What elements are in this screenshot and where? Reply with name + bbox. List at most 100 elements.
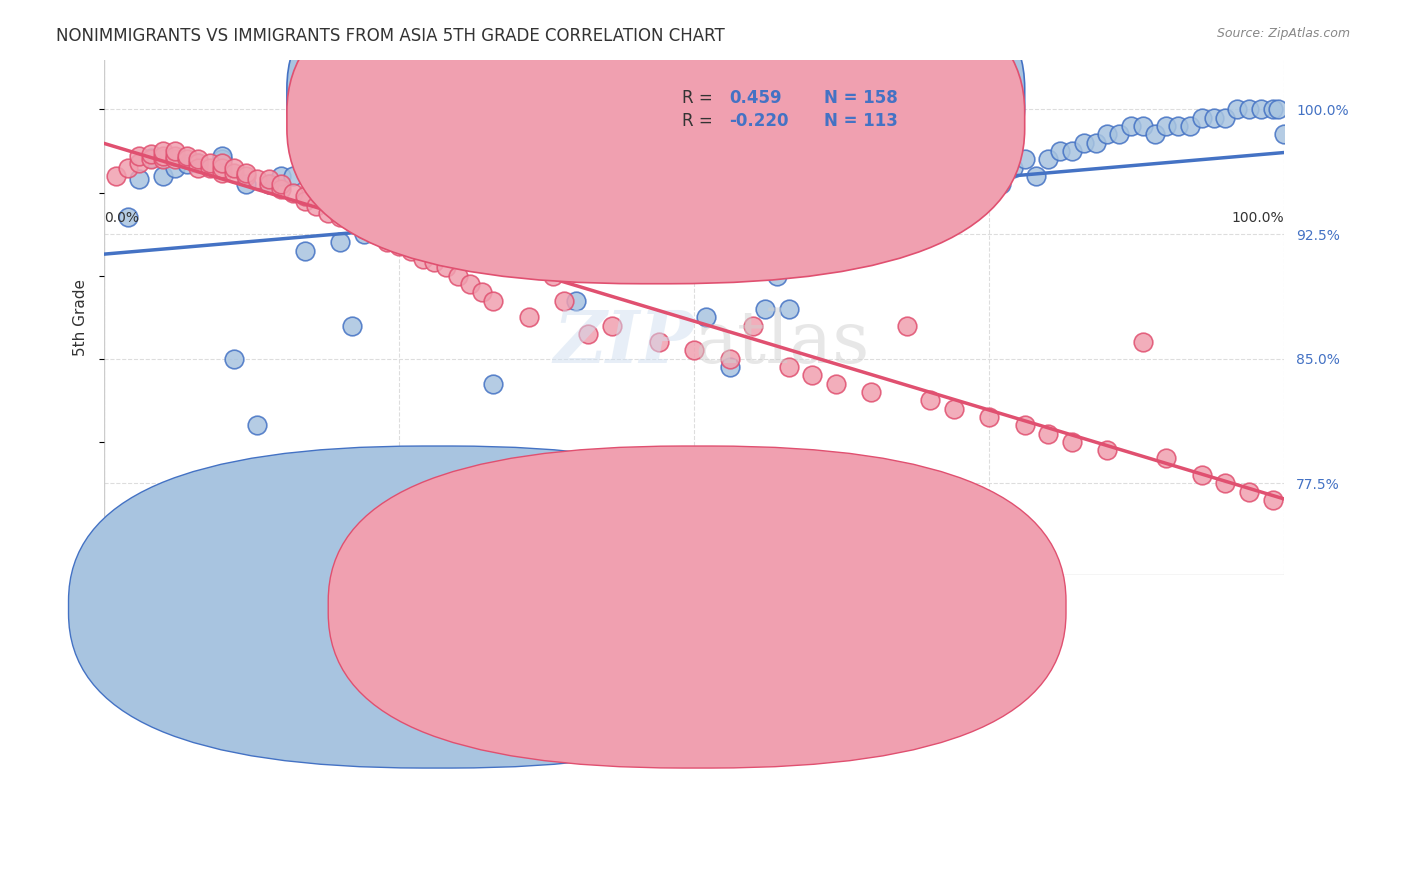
Point	[294, 189, 316, 203]
Point	[152, 153, 174, 167]
Point	[1108, 128, 1130, 142]
Point	[718, 360, 741, 375]
Point	[399, 244, 422, 258]
Point	[375, 235, 398, 250]
Point	[1132, 119, 1154, 133]
Point	[128, 155, 150, 169]
Point	[848, 211, 870, 225]
Point	[1097, 443, 1119, 458]
Point	[281, 169, 304, 183]
Text: -0.220: -0.220	[730, 112, 789, 130]
FancyBboxPatch shape	[69, 446, 806, 768]
Point	[388, 239, 411, 253]
Point	[1191, 111, 1213, 125]
Point	[813, 178, 835, 192]
Point	[553, 169, 575, 183]
Point	[1025, 169, 1047, 183]
Point	[1156, 119, 1178, 133]
Text: R =: R =	[682, 112, 713, 130]
Point	[942, 401, 965, 416]
Point	[541, 268, 564, 283]
Point	[600, 318, 623, 333]
Point	[222, 166, 245, 180]
Point	[364, 227, 387, 241]
Point	[141, 153, 163, 167]
Point	[176, 149, 198, 163]
Point	[388, 219, 411, 233]
Point	[1191, 468, 1213, 483]
Point	[329, 211, 352, 225]
Point	[128, 172, 150, 186]
Point	[163, 149, 186, 163]
Point	[434, 260, 457, 275]
Point	[1250, 103, 1272, 117]
Point	[1274, 128, 1296, 142]
Point	[801, 368, 824, 383]
FancyBboxPatch shape	[287, 0, 1025, 260]
Point	[1261, 103, 1284, 117]
Point	[920, 393, 942, 408]
Text: Nonimmigrants: Nonimmigrants	[494, 606, 612, 621]
Point	[211, 149, 233, 163]
Point	[624, 244, 647, 258]
Point	[399, 194, 422, 208]
Text: R =: R =	[682, 89, 713, 107]
Point	[1215, 111, 1237, 125]
Text: ZIP: ZIP	[554, 308, 695, 378]
Point	[494, 227, 516, 241]
Point	[187, 155, 209, 169]
Text: 0.0%: 0.0%	[104, 211, 139, 225]
Point	[920, 194, 942, 208]
Point	[636, 194, 658, 208]
Y-axis label: 5th Grade: 5th Grade	[73, 278, 89, 356]
Point	[163, 153, 186, 167]
Point	[778, 301, 800, 316]
Point	[789, 227, 811, 241]
Point	[754, 301, 776, 316]
Point	[329, 235, 352, 250]
Point	[506, 186, 529, 200]
Point	[176, 157, 198, 171]
Point	[612, 235, 634, 250]
Point	[482, 376, 505, 391]
Point	[683, 343, 706, 358]
Text: 0.459: 0.459	[730, 89, 782, 107]
Point	[141, 147, 163, 161]
Point	[979, 169, 1001, 183]
Point	[187, 153, 209, 167]
Point	[942, 169, 965, 183]
Point	[517, 310, 540, 325]
Point	[434, 194, 457, 208]
Point	[541, 194, 564, 208]
Point	[353, 227, 375, 241]
Point	[1261, 493, 1284, 508]
Point	[1226, 103, 1249, 117]
Point	[860, 384, 883, 399]
Point	[257, 178, 280, 192]
Point	[517, 202, 540, 217]
Point	[896, 318, 918, 333]
Point	[211, 155, 233, 169]
Point	[340, 215, 363, 229]
Point	[1073, 136, 1095, 150]
Point	[458, 277, 481, 291]
Point	[907, 194, 929, 208]
Point	[683, 252, 706, 266]
Point	[1237, 103, 1260, 117]
Point	[1237, 484, 1260, 499]
Point	[294, 244, 316, 258]
Point	[1049, 144, 1071, 158]
Point	[364, 202, 387, 217]
Point	[353, 222, 375, 236]
Text: N = 158: N = 158	[824, 89, 898, 107]
Point	[589, 169, 612, 183]
Point	[305, 178, 328, 192]
Point	[530, 194, 553, 208]
Point	[294, 194, 316, 208]
Point	[152, 149, 174, 163]
Point	[257, 172, 280, 186]
Point	[235, 178, 257, 192]
Point	[707, 235, 730, 250]
FancyBboxPatch shape	[328, 446, 1066, 768]
Point	[117, 161, 139, 175]
